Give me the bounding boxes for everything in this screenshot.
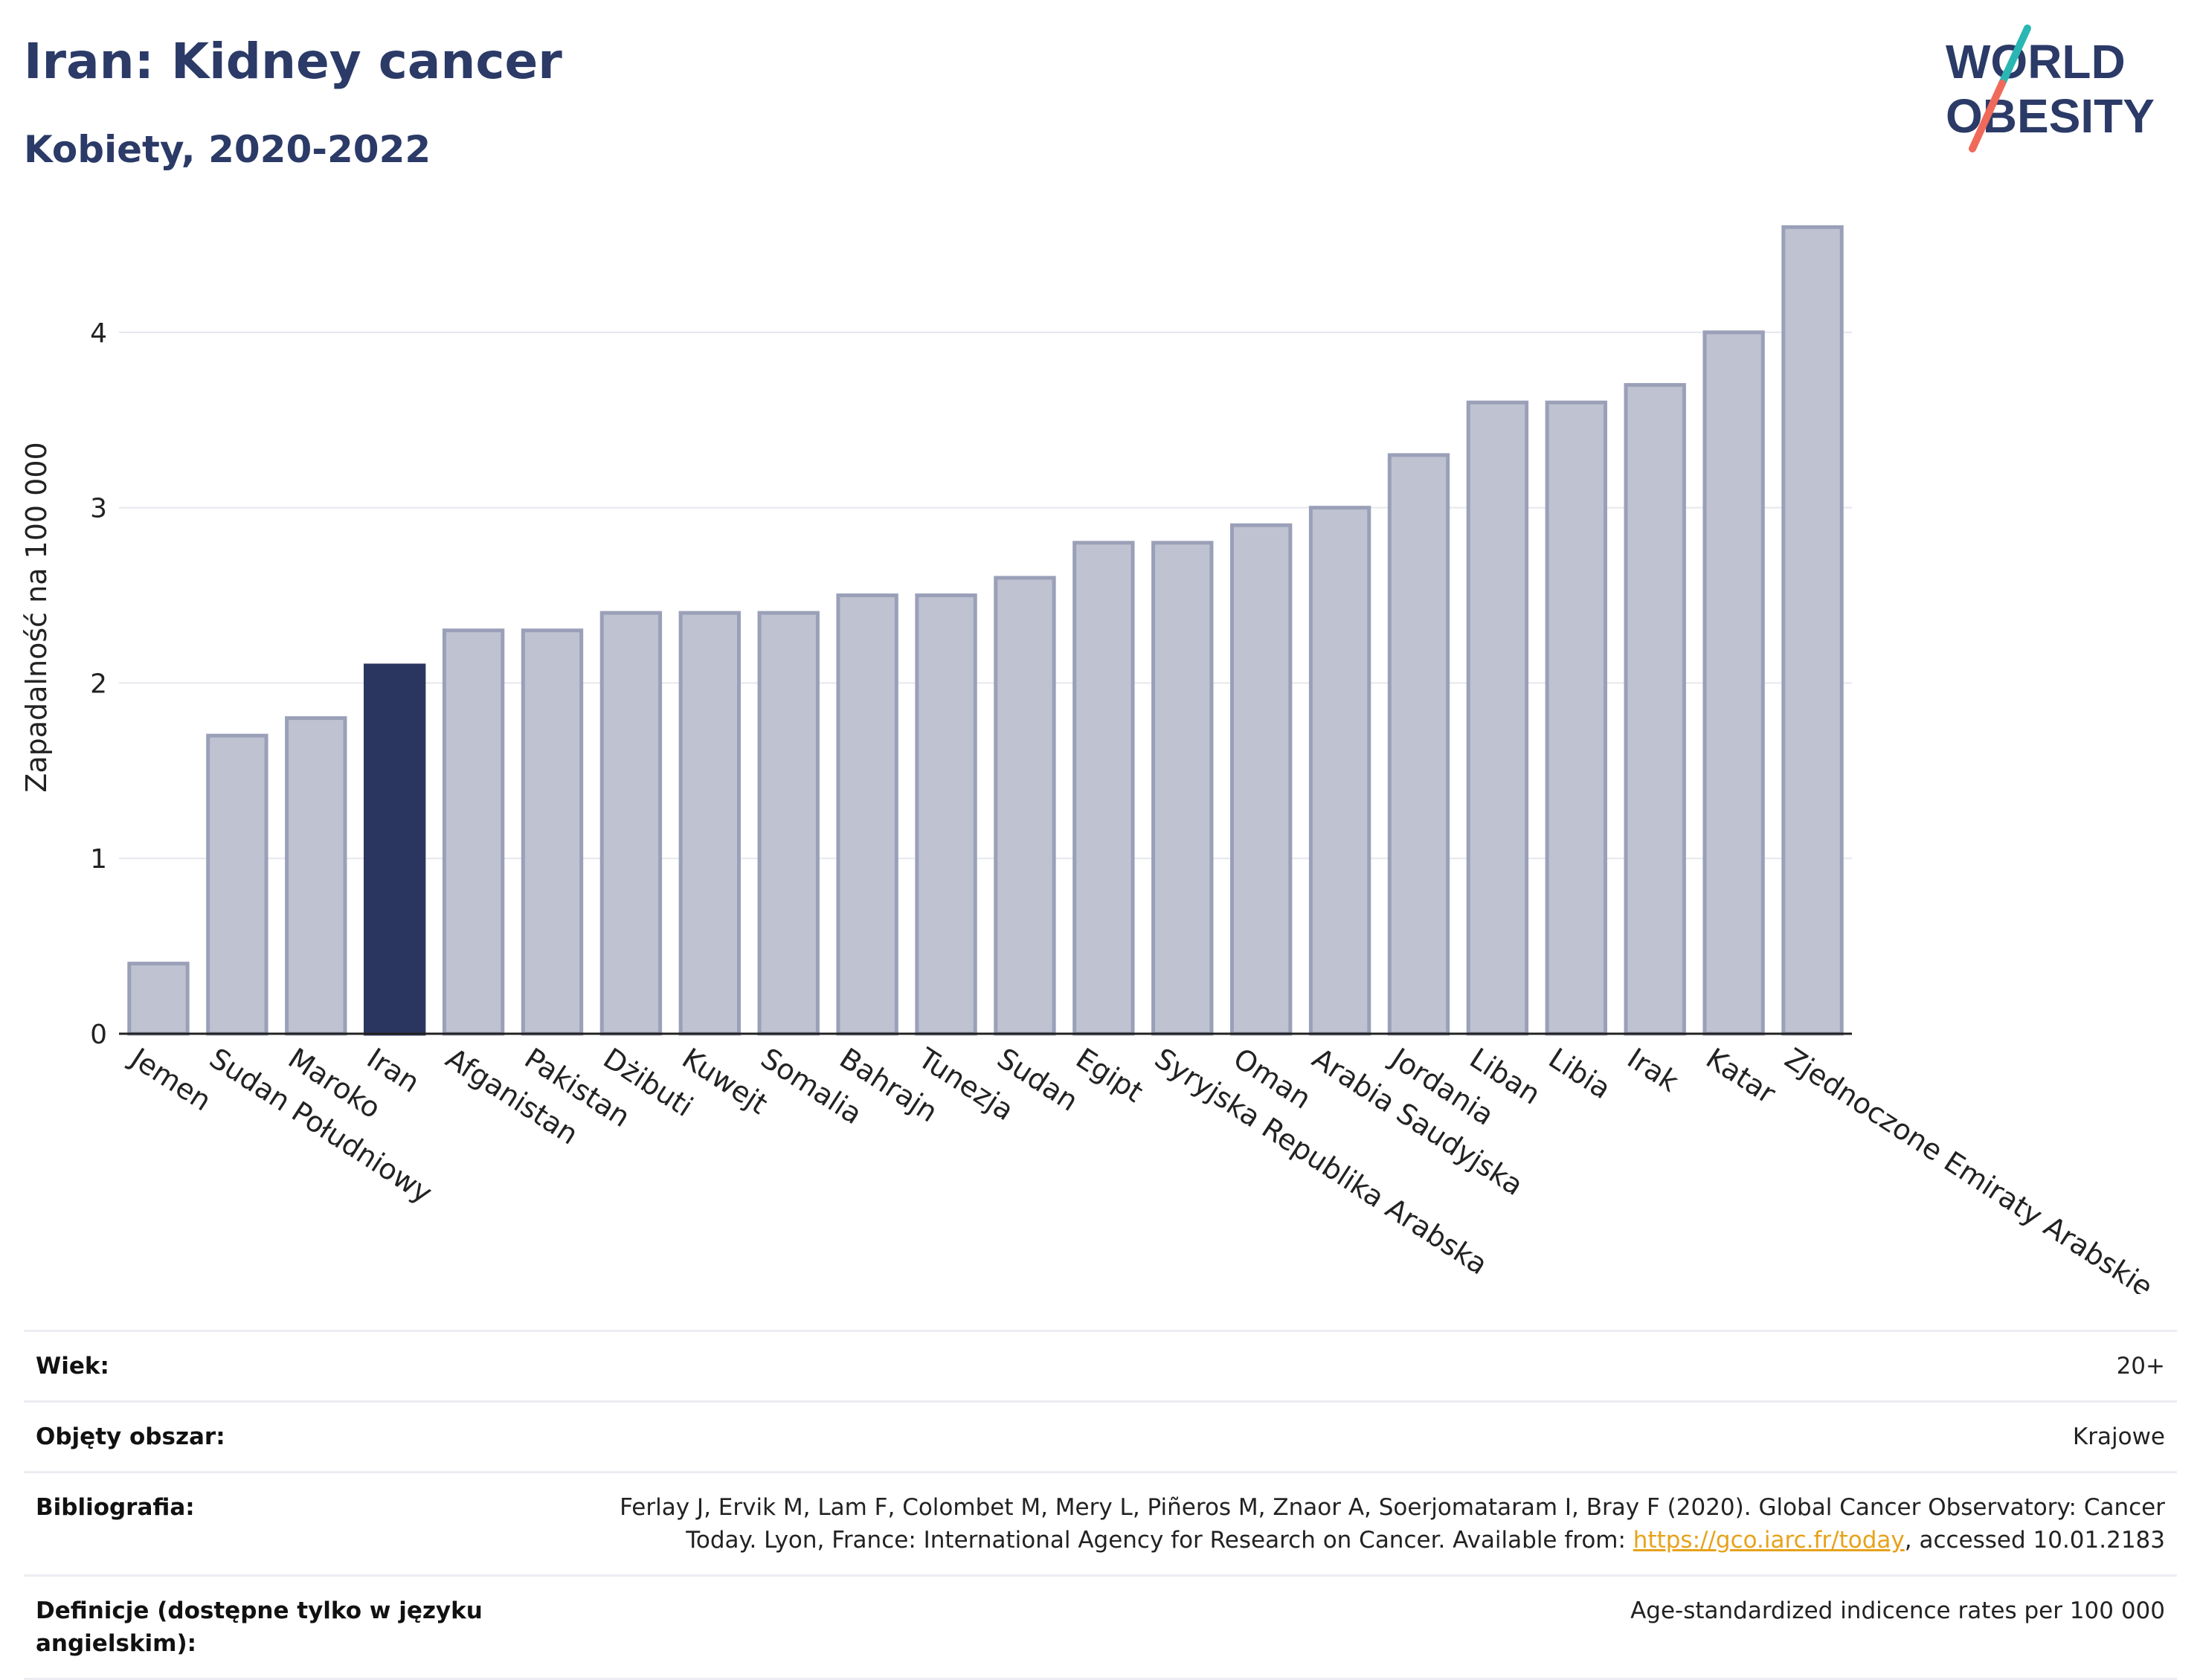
y-axis-label: Zapadalność na 100 000 xyxy=(20,442,53,792)
bar-7 xyxy=(678,611,742,1036)
y-tick-label: 0 xyxy=(90,1020,107,1050)
x-tick-label: Kuwejt xyxy=(676,1042,773,1121)
meta-coverage-label: Objęty obszar: xyxy=(36,1423,225,1450)
y-tick-label: 4 xyxy=(90,318,107,349)
y-tick-label: 1 xyxy=(90,844,107,875)
meta-definitions-label: Definicje (dostępne tylko w języku angie… xyxy=(36,1597,483,1657)
y-tick-label: 2 xyxy=(90,669,107,699)
meta-row-definitions: Definicje (dostępne tylko w języku angie… xyxy=(24,1574,2177,1680)
bar-14 xyxy=(1229,523,1293,1036)
bar-3 xyxy=(363,663,426,1036)
world-obesity-logo: WORLD OBESITY xyxy=(1946,25,2155,152)
bar-16 xyxy=(1387,453,1450,1036)
meta-row-age: Wiek: 20+ xyxy=(24,1330,2177,1400)
y-tick-label: 3 xyxy=(90,494,107,524)
logo-slash-coral xyxy=(1969,80,2006,152)
meta-row-bibliography: Bibliografia: Ferlay J, Ervik M, Lam F, … xyxy=(24,1471,2177,1574)
bar-11 xyxy=(994,576,1056,1036)
bar-18 xyxy=(1545,400,1608,1036)
bar-20 xyxy=(1702,330,1765,1036)
bibliography-text: Ferlay J, Ervik M, Lam F, Colombet M, Me… xyxy=(620,1494,2165,1554)
x-tick-label: Irak xyxy=(1621,1042,1684,1098)
bar-0 xyxy=(127,962,190,1036)
bar-21 xyxy=(1781,225,1844,1036)
bars xyxy=(127,225,1844,1036)
meta-age-value: 20+ xyxy=(2116,1353,2165,1380)
bar-2 xyxy=(285,716,347,1036)
bar-12 xyxy=(1072,541,1135,1036)
meta-bibliography-value: Ferlay J, Ervik M, Lam F, Colombet M, Me… xyxy=(544,1491,2165,1557)
bar-10 xyxy=(915,593,977,1036)
bar-5 xyxy=(521,628,584,1036)
bibliography-suffix: , accessed 10.01.2183 xyxy=(1904,1527,2165,1554)
x-tick-label: Katar xyxy=(1700,1042,1781,1110)
bar-9 xyxy=(836,593,898,1036)
x-tick-label: Egipt xyxy=(1070,1042,1149,1109)
bar-8 xyxy=(757,611,820,1036)
bibliography-link[interactable]: https://gco.iarc.fr/today xyxy=(1633,1527,1905,1554)
bar-1 xyxy=(206,733,268,1036)
bar-4 xyxy=(442,628,505,1036)
metadata-table: Wiek: 20+ Objęty obszar: Krajowe Bibliog… xyxy=(24,1330,2177,1680)
x-tick-label: Jemen xyxy=(123,1041,217,1118)
bar-19 xyxy=(1624,383,1686,1036)
x-tick-label: Libia xyxy=(1543,1042,1616,1106)
page-title: Iran: Kidney cancer xyxy=(24,33,562,90)
meta-bibliography-label: Bibliografia: xyxy=(36,1494,195,1521)
meta-definitions-value: Age-standardized indicence rates per 100… xyxy=(1630,1597,2165,1624)
meta-row-coverage: Objęty obszar: Krajowe xyxy=(24,1400,2177,1471)
bar-13 xyxy=(1151,541,1214,1036)
meta-age-label: Wiek: xyxy=(36,1353,109,1380)
bar-17 xyxy=(1466,400,1529,1036)
logo-line-1: WORLD xyxy=(1946,35,2126,88)
bar-15 xyxy=(1308,506,1371,1036)
page-subtitle: Kobiety, 2020-2022 xyxy=(24,128,431,171)
bar-6 xyxy=(599,611,663,1036)
meta-coverage-value: Krajowe xyxy=(2072,1423,2165,1450)
logo-slash-teal xyxy=(1998,25,2031,87)
x-tick-label: Zjednoczone Emiraty Arabskie xyxy=(1779,1042,2158,1294)
